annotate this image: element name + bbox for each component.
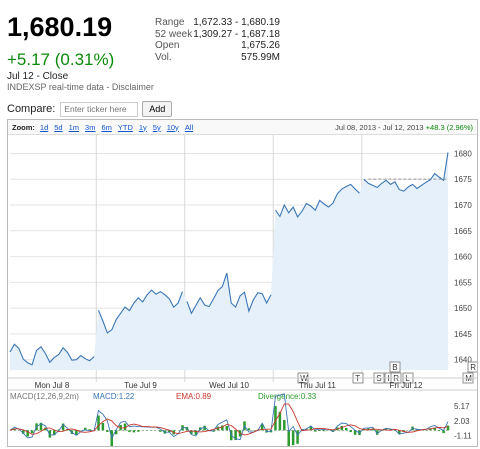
zoom-5y[interactable]: 5y — [152, 122, 161, 132]
macd-tick-label: 5.17 — [454, 402, 470, 411]
zoom-1m[interactable]: 1m — [68, 122, 80, 132]
price-chart[interactable]: Zoom: 1d 5d 1m 3m 6m YTD 1y 5y 10y All J… — [7, 119, 478, 447]
add-compare-button[interactable]: Add — [142, 101, 173, 117]
chart-canvas[interactable]: 168016751670166516601655165016451640WTSI… — [8, 120, 477, 446]
key-stats: Range 1,672.33 - 1,680.19 52 week 1,309.27… — [155, 17, 280, 63]
zoom-6m[interactable]: 6m — [101, 122, 112, 132]
zoom-all[interactable]: All — [184, 122, 194, 132]
y-tick-label: 1645 — [454, 330, 472, 339]
y-tick-label: 1675 — [454, 175, 472, 184]
macd-legend-label: Divergence:0.33 — [258, 392, 317, 401]
zoom-1d[interactable]: 1d — [39, 122, 49, 132]
x-tick-label: Thu Jul 11 — [299, 381, 336, 390]
zoom-label: Zoom: — [12, 122, 35, 132]
macd-legend-label: MACD:1.22 — [93, 392, 135, 401]
stat-volume: Vol. 575.99M — [155, 51, 280, 63]
quote-date: Jul 12 - Close — [7, 71, 69, 82]
data-source-disclaimer[interactable]: INDEXSP real-time data - Disclaimer — [7, 82, 154, 92]
compare-label: Compare: — [7, 103, 56, 115]
y-tick-label: 1665 — [454, 227, 472, 236]
y-tick-label: 1680 — [454, 149, 472, 158]
macd-tick-label: 2.03 — [454, 417, 470, 426]
y-tick-label: 1660 — [454, 253, 472, 262]
x-tick-label: Tue Jul 9 — [124, 381, 157, 390]
y-tick-label: 1670 — [454, 201, 472, 210]
compare-ticker-input[interactable] — [60, 101, 139, 117]
event-flag — [467, 361, 477, 373]
y-tick-label: 1655 — [454, 278, 472, 287]
event-flag-label: B — [392, 363, 397, 372]
zoom-range: Jul 08, 2013 - Jul 12, 2013 +48.3 (2.96%… — [335, 122, 473, 132]
zoom-10y[interactable]: 10y — [166, 122, 179, 132]
x-tick-label: Wed Jul 10 — [209, 381, 249, 390]
event-flag-label: R — [470, 363, 476, 372]
stat-range: Range 1,672.33 - 1,680.19 — [155, 17, 280, 28]
zoom-3m[interactable]: 3m — [85, 122, 96, 132]
y-tick-label: 1650 — [454, 304, 472, 313]
x-tick-label: Fri Jul 12 — [390, 381, 423, 390]
ema-line — [9, 403, 449, 436]
event-flag — [389, 361, 401, 373]
macd-legend-label: EMA:0.89 — [176, 392, 212, 401]
price-area — [10, 152, 448, 370]
zoom-ytd[interactable]: YTD — [117, 122, 133, 132]
y-tick-label: 1640 — [454, 356, 472, 365]
stat-52-week: 52 week 1,309.27 - 1,687.18 — [155, 28, 280, 40]
price-line — [9, 152, 449, 366]
macd-legend-label: MACD(12,26,9,2m) — [10, 392, 79, 401]
current-price: 1,680.19 — [7, 12, 113, 42]
zoom-1y[interactable]: 1y — [138, 122, 147, 132]
price-change: +5.17 (0.31%) — [7, 50, 115, 69]
x-tick-label: Mon Jul 8 — [35, 381, 70, 390]
stat-open: Open 1,675.26 — [155, 40, 280, 51]
zoom-5d[interactable]: 5d — [54, 122, 63, 132]
compare-bar: Compare: Add — [7, 101, 173, 117]
macd-tick-label: -1.11 — [454, 432, 472, 441]
macd-line — [9, 393, 449, 441]
zoom-bar: Zoom: 1d 5d 1m 3m 6m YTD 1y 5y 10y All J… — [8, 120, 477, 135]
